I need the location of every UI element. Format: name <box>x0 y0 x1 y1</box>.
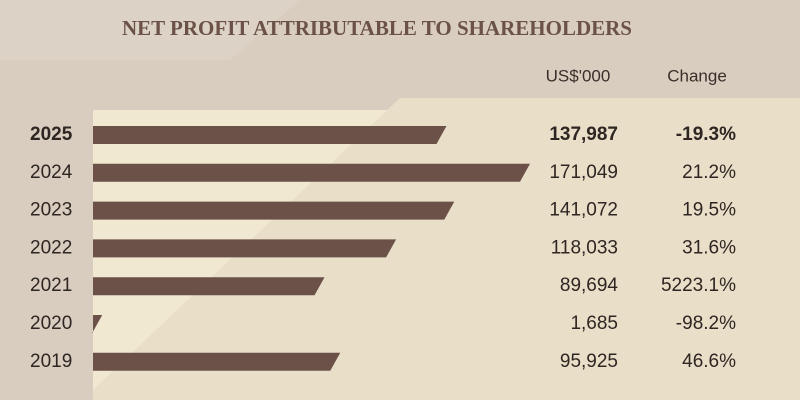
column-header: Change <box>667 66 727 85</box>
bar <box>93 352 341 371</box>
y-tick-label: 2024 <box>30 162 73 183</box>
y-tick-label: 2025 <box>30 124 73 145</box>
y-tick-label: 2022 <box>30 237 72 258</box>
chart-title: NET PROFIT ATTRIBUTABLE TO SHAREHOLDERS <box>122 16 632 40</box>
y-tick-label: 2021 <box>30 275 72 296</box>
change-label: 31.6% <box>682 237 736 258</box>
panel <box>93 98 800 400</box>
y-tick-label: 2020 <box>30 313 72 334</box>
value-label: 89,694 <box>560 275 619 296</box>
decor <box>0 0 300 60</box>
bar <box>93 126 447 144</box>
value-label: 118,033 <box>551 237 618 258</box>
change-label: 46.6% <box>682 351 736 372</box>
change-label: -19.3% <box>676 124 736 145</box>
bar <box>93 239 397 258</box>
y-tick-label: 2019 <box>30 351 72 372</box>
change-label: -98.2% <box>676 313 736 334</box>
bar <box>93 201 455 220</box>
value-label: 1,685 <box>570 313 618 334</box>
value-label: 95,925 <box>560 351 618 372</box>
value-label: 141,072 <box>549 200 618 221</box>
bar <box>93 277 325 296</box>
bar <box>92 315 103 333</box>
bar <box>93 163 530 182</box>
value-label: 137,987 <box>549 124 618 145</box>
y-tick-label: 2023 <box>30 200 72 221</box>
change-label: 19.5% <box>682 200 736 221</box>
value-label: 171,049 <box>549 162 618 183</box>
change-label: 21.2% <box>682 162 736 183</box>
column-header: US$'000 <box>546 66 611 85</box>
change-label: 5223.1% <box>661 275 736 296</box>
